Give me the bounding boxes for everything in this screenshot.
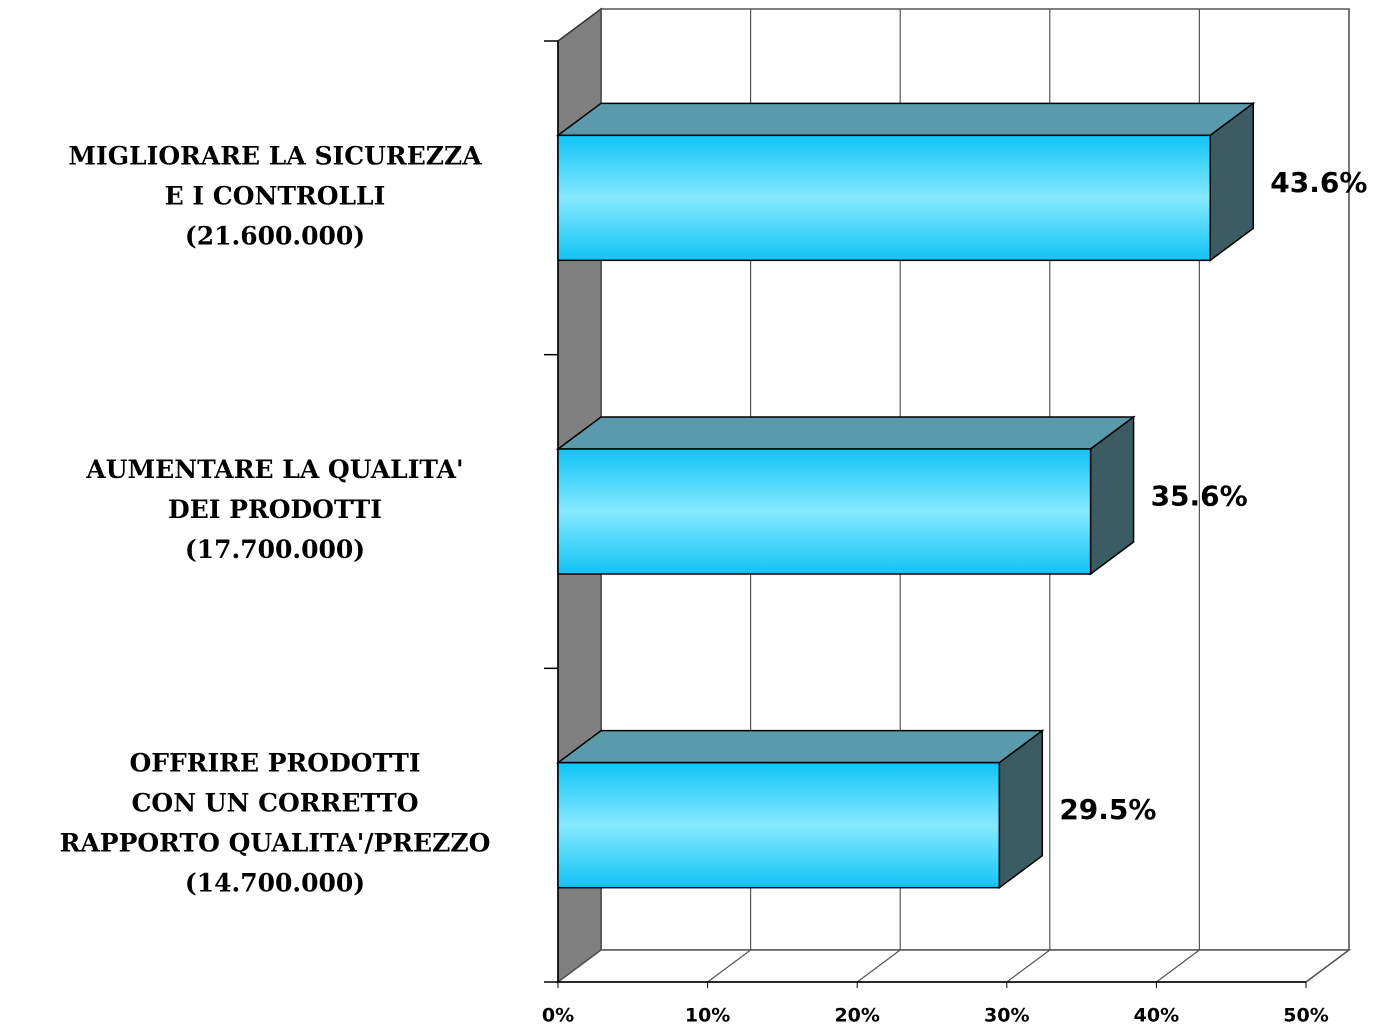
bar-top	[555, 416, 1136, 450]
category-label: MIGLIORARE LA SICUREZZA	[68, 141, 482, 170]
category-label: (21.600.000)	[185, 221, 365, 250]
floor	[555, 949, 1352, 983]
x-tick-label: 30%	[984, 1005, 1029, 1026]
x-tick-label: 10%	[685, 1005, 730, 1026]
bar	[557, 134, 1212, 262]
category-label: RAPPORTO QUALITA'/PREZZO	[60, 829, 491, 858]
category-label: (17.700.000)	[185, 535, 365, 564]
bar	[557, 448, 1092, 575]
x-tick-label: 40%	[1134, 1005, 1179, 1026]
category-label: E I CONTROLLI	[165, 181, 386, 210]
x-tick-label: 50%	[1283, 1005, 1328, 1026]
x-tick-label: 20%	[834, 1005, 879, 1026]
category-label: (14.700.000)	[185, 869, 365, 898]
x-tick-label: 0%	[542, 1005, 574, 1026]
floor-grid-line	[1006, 949, 1051, 983]
floor-grid-line	[707, 949, 751, 983]
category-label: DEI PRODOTTI	[168, 495, 382, 524]
floor-grid-line	[856, 949, 901, 983]
category-label: AUMENTARE LA QUALITA'	[85, 455, 463, 484]
floor-grid-line	[557, 949, 602, 983]
value-label: 29.5%	[1059, 793, 1156, 826]
floor-grid-line	[1156, 949, 1200, 983]
bar-top	[555, 102, 1256, 137]
value-label: 43.6%	[1270, 166, 1367, 199]
bar-top	[555, 729, 1045, 764]
category-label: OFFRIRE PRODOTTI	[129, 749, 420, 778]
bar	[557, 761, 1001, 889]
value-label: 35.6%	[1151, 480, 1248, 513]
category-label: CON UN CORRETTO	[132, 789, 419, 818]
floor-grid-line	[1305, 949, 1350, 983]
